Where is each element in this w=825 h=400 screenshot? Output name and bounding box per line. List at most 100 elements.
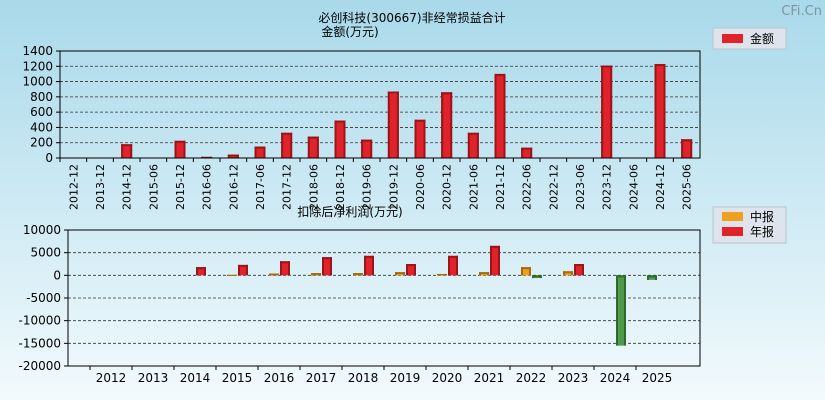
chart1-bar-cap [281,132,293,135]
chart1-bar-body [414,119,426,158]
chart1-bar-shade-right [183,140,186,158]
chart1-bar-cap [174,140,186,143]
chart2-bar-annual-cap [574,264,584,266]
chart1-bar-cap [494,73,506,76]
chart1-bar-shade-right [396,91,399,158]
chart1-bar-shade-right [690,139,693,158]
chart1-bar-body [494,73,506,158]
chart1-title: 必创科技(300667)非经常损益合计 [318,10,505,25]
chart1-bar-body [654,63,666,158]
chart2-bar-annual-cap [616,275,626,278]
chart1-bar-body [121,144,133,158]
chart2-bar-interim-cap [269,273,279,276]
chart2-xtick-label: 2018 [348,371,379,385]
chart2-bar-interim-cap [227,274,237,276]
chart1-ytick-label: 1200 [22,59,53,73]
chart1-bar-shade-right [343,120,346,158]
chart2-bar-annual-shade-right [498,245,500,276]
chart1-bar-cap [654,63,666,66]
chart1-bar [441,92,453,158]
chart2-bar-interim [563,271,573,276]
chart2-bar-interim-cap [395,272,405,275]
chart2-bar-interim [227,274,237,276]
chart1-bar-cap [521,147,533,150]
chart1-xtick-label: 2018-12 [334,164,347,210]
chart2-bar-annual-shade-right [372,255,374,276]
chart2-xtick-label: 2021 [474,371,505,385]
chart1-bar-shade [334,120,337,158]
chart1-bar-shade-right [450,92,453,158]
chart1-ytick-label: 400 [30,120,53,134]
chart2-bar-interim-cap [563,271,573,274]
chart1-bar [307,136,319,158]
chart1-xtick-label: 2015-06 [147,164,160,210]
chart2-bar-interim-cap [353,273,363,276]
chart1-bar-shade [414,119,417,158]
chart1-ytick-label: 0 [45,151,53,165]
chart1-bar [361,139,373,158]
chart2-bar-annual [448,255,458,276]
chart2-bar-interim-cap [479,272,489,275]
chart1-xtick-label: 2023-12 [601,164,614,210]
chart1-ytick-label: 1400 [22,44,53,58]
chart2-bar-annual-shade-right [414,264,416,276]
chart1-bar-cap [227,154,239,157]
chart1-bar-body [521,147,533,158]
chart1-plot-frame [59,50,701,159]
chart2-ytick-label: -5000 [26,291,61,305]
chart1-bar [281,132,293,158]
chart2-bar-interim-cap [311,273,321,276]
chart1-bar-shade [281,132,284,158]
chart2-bar-annual-shade-right [330,257,332,276]
chart2-xtick-label: 2017 [306,371,337,385]
chart1-bar-shade [441,92,444,158]
chart1-bar [494,73,506,158]
chart1-bar-cap [201,156,213,158]
chart1-bar [201,156,213,158]
chart2-bar-annual-body [196,267,206,276]
chart1-ytick-label: 1000 [22,75,53,89]
chart2-bar-interim-shade-right [529,267,531,276]
chart1-bar [521,147,533,158]
chart1-ytick-label: 600 [30,105,53,119]
chart1-bar-shade [121,144,124,158]
chart2-bar-annual [238,264,248,276]
chart1-bar-shade-right [610,65,613,158]
chart2-bar-annual [574,264,584,276]
chart2-bar-annual-body [322,257,332,276]
chart2-bar-annual-body [280,261,290,276]
chart1-bar-shade [254,146,257,158]
chart1-bar-body [174,140,186,158]
chart1-xtick-label: 2019-06 [361,164,374,210]
chart2-bar-annual [490,245,500,276]
chart2-bar-interim [269,273,279,276]
chart1-bar-cap [121,144,133,147]
chart2-bar-annual [196,267,206,276]
chart1-bar [654,63,666,158]
chart1-xtick-label: 2024-06 [627,164,640,210]
chart1-bar-body [387,91,399,158]
chart1-bar-cap [414,119,426,122]
chart1-bar-shade-right [423,119,426,158]
chart1-bar-cap [254,146,266,149]
chart1-bar [334,120,346,158]
chart1-bar-shade [601,65,604,158]
chart2-xtick-label: 2019 [390,371,421,385]
chart2-bar-interim-cap [521,267,531,270]
chart2-bar-interim [479,272,489,276]
chart2-bar-annual-body [490,245,500,276]
chart2-xtick-label: 2024 [600,371,631,385]
chart1-bar-shade [307,136,310,158]
chart1-xtick-label: 2018-06 [307,164,320,210]
chart2-legend: 中报 年报 [712,206,787,244]
chart2-bar-annual-body [574,264,584,276]
chart2-bar-annual-cap [238,264,248,267]
chart2-bar-annual-cap [406,264,416,266]
chart1-bar-body [307,136,319,158]
chart2-ytick-label: -10000 [18,314,61,328]
chart1-bar-body [467,132,479,158]
chart2-bar-annual-shade [364,255,366,276]
chart1-bar-shade-right [476,132,479,158]
